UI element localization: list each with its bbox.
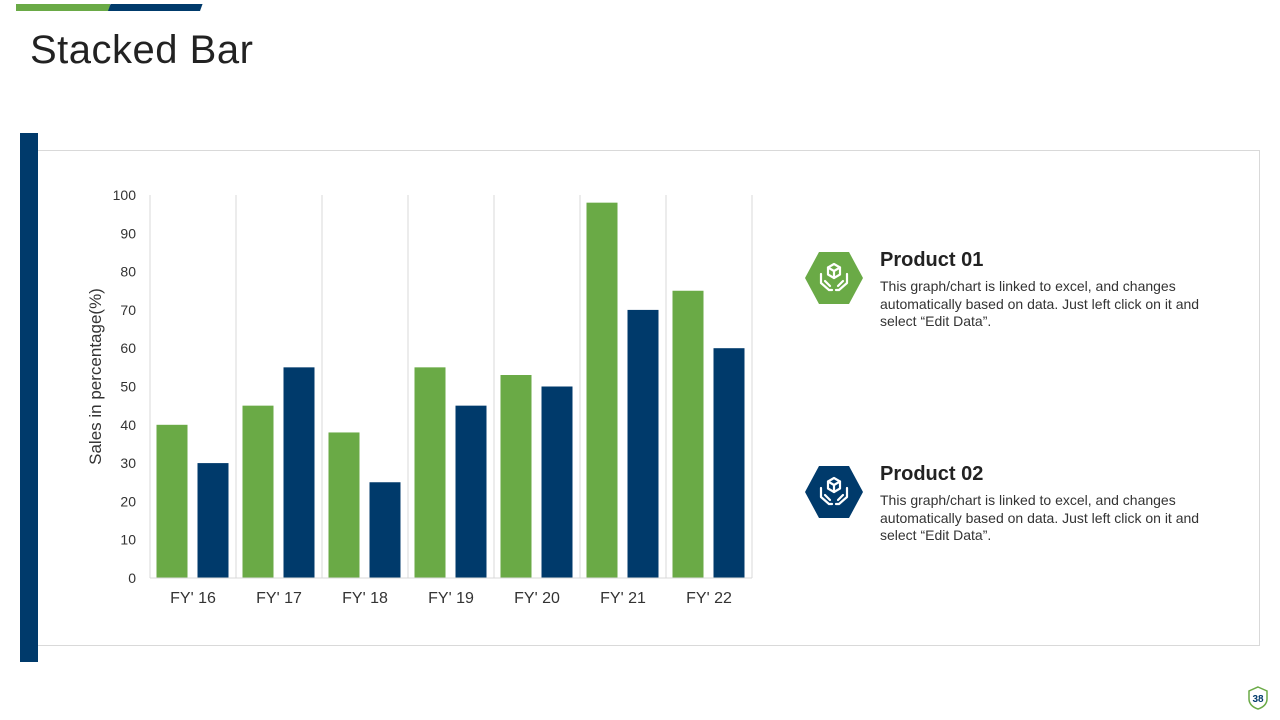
bar-2-6 xyxy=(627,309,659,578)
bar-1-2 xyxy=(242,405,274,578)
bar-1-4 xyxy=(414,367,446,578)
y-tick-label: 50 xyxy=(120,379,136,395)
x-tick-label: FY' 21 xyxy=(600,590,646,607)
bar-2-2 xyxy=(283,367,315,578)
bar-1-6 xyxy=(586,202,618,578)
bar-2-5 xyxy=(541,386,573,578)
y-tick-label: 80 xyxy=(120,264,136,280)
x-tick-label: FY' 16 xyxy=(170,590,216,607)
x-tick-label: FY' 17 xyxy=(256,590,302,607)
chart-gridlines xyxy=(235,195,753,578)
y-tick-label: 20 xyxy=(120,493,136,509)
bar-1-7 xyxy=(672,290,704,578)
bar-1-1 xyxy=(156,424,188,578)
page-title: Stacked Bar xyxy=(30,28,254,72)
y-axis-ticks: 0 10 20 30 40 50 60 70 80 90 100 xyxy=(113,187,137,586)
side-accent-bar xyxy=(20,133,38,662)
bar-1-3 xyxy=(328,432,360,578)
bar-2-7 xyxy=(713,348,745,578)
x-tick-label: FY' 20 xyxy=(514,590,560,607)
y-tick-label: 60 xyxy=(120,340,136,356)
accent-bar-green xyxy=(16,4,110,11)
legend-description: This graph/chart is linked to excel, and… xyxy=(880,492,1200,543)
hands-box-icon xyxy=(804,251,864,305)
y-tick-label: 40 xyxy=(120,417,136,433)
bar-2-3 xyxy=(369,482,401,578)
x-tick-label: FY' 18 xyxy=(342,590,388,607)
bar-1-5 xyxy=(500,375,532,578)
x-tick-label: FY' 22 xyxy=(686,590,732,607)
y-tick-label: 70 xyxy=(120,302,136,318)
y-tick-label: 90 xyxy=(120,225,136,241)
hands-box-icon xyxy=(804,465,864,519)
legend-title: Product 02 xyxy=(880,463,984,485)
chart-bars xyxy=(156,202,745,578)
legend-description: This graph/chart is linked to excel, and… xyxy=(880,278,1200,329)
content-panel xyxy=(38,150,1260,646)
page-number-badge: 38 xyxy=(1248,686,1268,710)
legend-title: Product 01 xyxy=(880,249,984,271)
y-tick-label: 10 xyxy=(120,532,136,548)
x-axis-ticks: FY' 16 FY' 17 FY' 18 FY' 19 FY' 20 FY' 21 FY' … xyxy=(170,590,732,607)
y-tick-label: 100 xyxy=(113,187,137,203)
bar-2-4 xyxy=(455,405,487,578)
accent-bar-blue xyxy=(108,4,203,11)
page-number: 38 xyxy=(1252,694,1264,705)
y-axis-label: Sales in percentage(%) xyxy=(86,288,105,465)
y-tick-label: 0 xyxy=(128,570,136,586)
bar-2-1 xyxy=(197,463,229,578)
y-tick-label: 30 xyxy=(120,455,136,471)
x-tick-label: FY' 19 xyxy=(428,590,474,607)
